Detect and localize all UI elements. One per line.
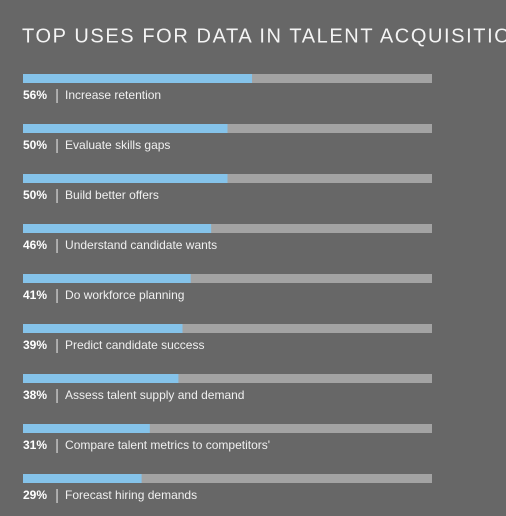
value-label: 41% <box>23 288 47 302</box>
value-label: 39% <box>23 338 47 352</box>
category-label: Build better offers <box>65 188 159 202</box>
bar <box>23 324 183 333</box>
category-label: Compare talent metrics to competitors' <box>65 438 270 452</box>
bar-track <box>23 324 432 333</box>
bar <box>23 74 253 83</box>
bar-track <box>23 424 432 433</box>
bar-track <box>23 274 432 283</box>
value-label: 50% <box>23 138 47 152</box>
value-label: 56% <box>23 88 47 102</box>
value-label: 31% <box>23 438 47 452</box>
bar <box>23 474 142 483</box>
bar <box>23 424 150 433</box>
value-label: 38% <box>23 388 47 402</box>
bar <box>23 174 228 183</box>
category-label: Understand candidate wants <box>65 238 217 252</box>
chart-title: TOP USES FOR DATA IN TALENT ACQUISITION <box>22 25 506 47</box>
bar <box>23 374 179 383</box>
bar <box>23 274 191 283</box>
bar <box>23 124 228 133</box>
category-label: Predict candidate success <box>65 338 204 352</box>
category-label: Assess talent supply and demand <box>65 388 244 402</box>
category-label: Evaluate skills gaps <box>65 138 170 152</box>
value-label: 50% <box>23 188 47 202</box>
value-label: 46% <box>23 238 47 252</box>
category-label: Increase retention <box>65 88 161 102</box>
bar-track <box>23 474 432 483</box>
value-label: 29% <box>23 488 47 502</box>
category-label: Forecast hiring demands <box>65 488 197 502</box>
bar-track <box>23 374 432 383</box>
bar <box>23 224 212 233</box>
category-label: Do workforce planning <box>65 288 184 302</box>
bar-track <box>23 224 432 233</box>
